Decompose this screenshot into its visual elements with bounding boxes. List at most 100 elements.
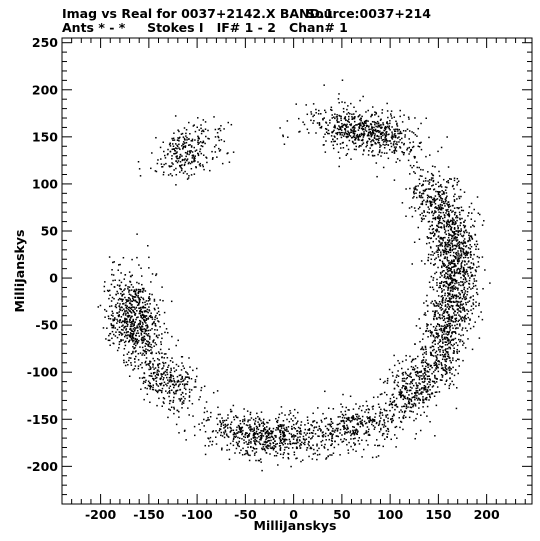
scatter-point (425, 117, 427, 120)
scatter-point (455, 265, 457, 267)
scatter-point (416, 387, 419, 389)
scatter-point (411, 166, 413, 169)
scatter-point (436, 323, 439, 325)
scatter-point (138, 297, 141, 300)
scatter-point (244, 433, 247, 435)
scatter-point (256, 440, 258, 443)
scatter-point (150, 367, 152, 369)
scatter-point (413, 419, 415, 422)
scatter-point (462, 235, 464, 238)
scatter-point (133, 367, 136, 370)
scatter-point (198, 398, 200, 401)
scatter-point (348, 419, 350, 422)
scatter-point (448, 322, 450, 325)
scatter-point (322, 412, 324, 415)
scatter-point (441, 201, 443, 203)
scatter-point (123, 289, 125, 291)
scatter-point (172, 375, 174, 377)
scatter-point (448, 266, 450, 269)
scatter-point (132, 333, 135, 336)
scatter-point (392, 413, 395, 416)
scatter-point (365, 145, 367, 148)
scatter-point (378, 423, 381, 425)
scatter-point (438, 231, 440, 233)
scatter-point (463, 245, 465, 247)
scatter-point (316, 449, 319, 452)
scatter-point (334, 125, 336, 128)
scatter-point (104, 281, 106, 283)
scatter-point (406, 128, 409, 131)
scatter-point (165, 383, 167, 385)
scatter-point (420, 220, 423, 223)
scatter-point (435, 190, 437, 193)
scatter-point (236, 416, 239, 419)
scatter-point (171, 155, 173, 157)
scatter-point (310, 446, 312, 449)
scatter-point (417, 384, 419, 387)
scatter-point (144, 330, 147, 333)
scatter-point (461, 271, 464, 273)
scatter-point (244, 436, 247, 439)
scatter-point (420, 371, 422, 373)
scatter-point (456, 323, 458, 326)
scatter-point (287, 453, 290, 455)
scatter-point (440, 208, 442, 210)
scatter-point (386, 433, 389, 435)
scatter-point (134, 290, 137, 293)
scatter-point (346, 431, 348, 434)
scatter-point (148, 267, 150, 269)
scatter-point (262, 422, 265, 425)
scatter-point (307, 132, 310, 134)
scatter-point (437, 215, 439, 218)
scatter-point (118, 347, 120, 349)
scatter-point (347, 427, 349, 430)
scatter-point (305, 449, 308, 451)
scatter-point (386, 436, 388, 438)
scatter-point (391, 415, 394, 418)
scatter-point (447, 339, 449, 342)
scatter-point (247, 419, 249, 421)
scatter-point (373, 428, 376, 430)
scatter-point (421, 218, 424, 221)
scatter-point (442, 341, 444, 343)
scatter-point (168, 387, 171, 389)
scatter-point (476, 288, 478, 290)
scatter-point (443, 224, 445, 226)
scatter-point (167, 379, 169, 381)
scatter-point (363, 150, 365, 152)
scatter-point (334, 124, 336, 127)
scatter-point (422, 348, 425, 351)
scatter-point (349, 431, 351, 434)
scatter-point (250, 426, 252, 428)
scatter-point (449, 247, 452, 249)
scatter-point (395, 143, 397, 145)
scatter-point (135, 307, 137, 309)
scatter-point (405, 404, 408, 406)
scatter-point (124, 334, 127, 336)
scatter-point (322, 434, 325, 436)
scatter-point (462, 334, 465, 336)
scatter-point (141, 330, 144, 333)
scatter-point (263, 448, 265, 450)
scatter-point (453, 284, 455, 287)
scatter-point (140, 327, 142, 330)
scatter-point (372, 132, 375, 134)
scatter-point (168, 380, 170, 383)
scatter-point (163, 384, 165, 387)
scatter-point (477, 261, 480, 263)
scatter-point (410, 400, 413, 402)
scatter-point (368, 434, 371, 436)
scatter-point (436, 366, 439, 368)
scatter-point (130, 316, 132, 319)
scatter-point (197, 135, 199, 138)
scatter-point (431, 354, 433, 357)
scatter-point (462, 303, 465, 305)
scatter-point (157, 374, 159, 376)
scatter-point (142, 376, 145, 379)
scatter-point (153, 298, 156, 301)
scatter-point (443, 336, 446, 339)
scatter-point (346, 123, 348, 126)
scatter-point (157, 159, 159, 161)
scatter-point (188, 121, 190, 124)
scatter-point (392, 375, 394, 377)
